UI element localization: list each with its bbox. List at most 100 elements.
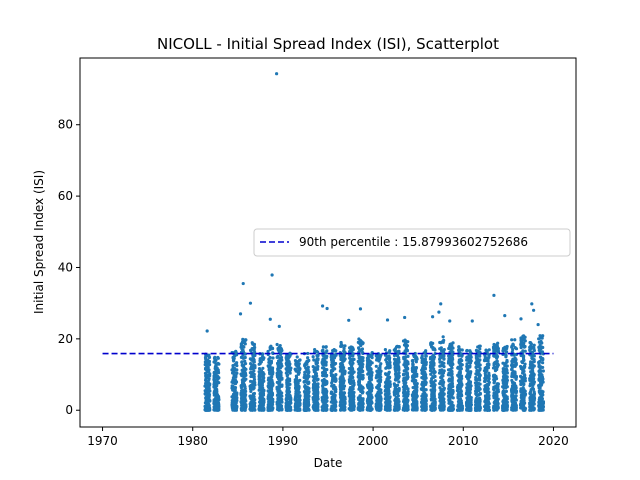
data-point <box>260 378 264 382</box>
data-point <box>370 373 374 377</box>
data-point <box>234 351 238 355</box>
data-point <box>383 372 388 376</box>
data-point <box>405 408 409 412</box>
data-point <box>248 348 253 352</box>
data-point <box>476 406 480 410</box>
data-point <box>248 404 253 408</box>
data-point <box>249 394 253 398</box>
data-point <box>510 338 514 342</box>
data-point <box>294 395 298 400</box>
data-point <box>212 385 216 389</box>
data-point <box>252 384 256 388</box>
data-point <box>377 392 382 396</box>
data-point <box>430 358 434 362</box>
data-point <box>252 348 256 352</box>
data-point <box>440 374 444 378</box>
data-point <box>286 366 290 371</box>
data-point <box>230 368 234 372</box>
data-point <box>252 402 256 406</box>
data-point <box>447 398 452 403</box>
data-point <box>357 360 361 364</box>
data-point <box>240 384 244 388</box>
data-point <box>287 363 291 367</box>
data-point <box>414 356 419 360</box>
data-point <box>331 368 335 372</box>
data-point <box>422 389 426 393</box>
data-point <box>504 367 508 371</box>
data-point <box>420 358 424 363</box>
data-point <box>298 378 302 382</box>
data-point <box>233 363 237 367</box>
data-point <box>432 400 436 404</box>
data-point <box>341 363 345 367</box>
data-point <box>393 347 398 351</box>
data-point <box>270 392 275 396</box>
data-point <box>465 358 469 362</box>
data-point <box>423 408 427 412</box>
data-point <box>339 395 344 399</box>
data-point <box>253 353 257 357</box>
data-point <box>330 360 334 364</box>
data-point <box>383 348 387 352</box>
data-point <box>376 369 380 374</box>
data-point <box>502 375 506 379</box>
data-point <box>295 376 299 380</box>
data-point <box>205 398 209 403</box>
data-point <box>311 355 315 359</box>
data-point <box>257 362 261 366</box>
data-point <box>420 376 424 380</box>
data-point <box>285 406 289 410</box>
data-point <box>457 360 461 364</box>
data-point <box>315 397 319 401</box>
data-point <box>294 401 298 405</box>
data-point <box>495 394 499 398</box>
data-point <box>403 342 407 346</box>
data-point <box>216 381 221 385</box>
data-point <box>304 361 308 365</box>
data-point <box>412 389 417 393</box>
data-point <box>397 345 401 349</box>
data-point <box>502 378 506 382</box>
data-point <box>232 407 236 412</box>
data-point <box>294 407 298 411</box>
data-point <box>267 365 271 369</box>
data-point <box>297 396 301 400</box>
data-point <box>421 392 425 396</box>
data-point <box>504 355 508 359</box>
data-point <box>242 345 246 349</box>
data-point <box>240 405 244 410</box>
data-point <box>266 349 270 354</box>
data-point <box>324 356 328 360</box>
data-point <box>243 355 247 360</box>
data-point <box>349 408 354 412</box>
data-point <box>433 374 437 379</box>
data-point <box>431 347 436 351</box>
data-point <box>468 399 472 403</box>
data-point <box>216 395 221 399</box>
data-point <box>342 346 346 350</box>
data-point <box>280 391 284 395</box>
data-point <box>442 361 446 365</box>
data-point <box>361 358 365 363</box>
data-point <box>213 366 217 371</box>
data-point <box>316 350 320 354</box>
data-point <box>261 398 266 403</box>
data-point <box>484 377 488 381</box>
data-point <box>248 407 252 411</box>
data-point <box>258 387 262 391</box>
data-point <box>278 383 282 387</box>
data-point <box>340 400 344 404</box>
data-point <box>430 397 434 401</box>
data-point <box>494 360 498 364</box>
data-point <box>342 379 346 383</box>
data-point <box>447 401 451 405</box>
data-point <box>231 388 235 392</box>
data-point <box>243 371 247 375</box>
data-point <box>466 383 470 388</box>
data-point <box>465 403 469 407</box>
data-point <box>239 408 244 412</box>
data-point <box>324 345 328 349</box>
data-point <box>456 393 460 397</box>
data-point <box>406 375 410 379</box>
data-point <box>298 358 302 362</box>
